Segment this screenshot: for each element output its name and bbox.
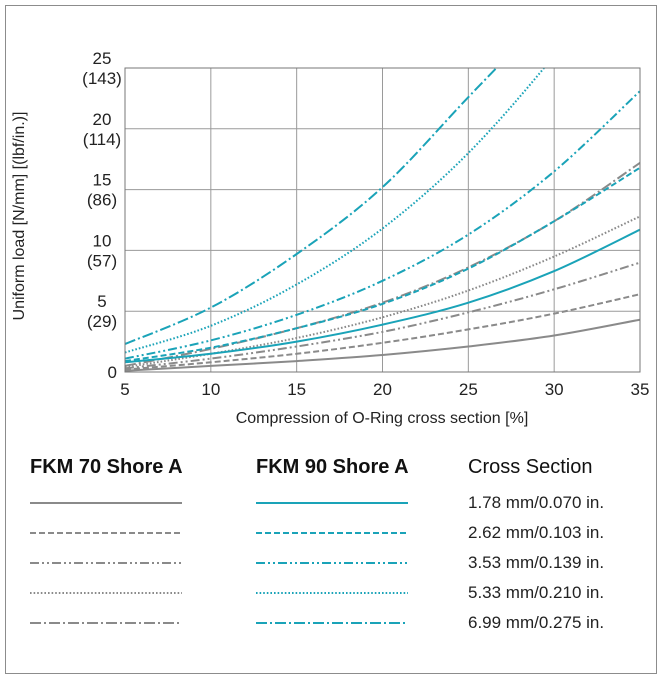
legend-section-label: 6.99 mm/0.275 in.	[468, 613, 605, 632]
legend-line-fkm90	[256, 502, 408, 504]
series-group	[125, 68, 640, 372]
legend-section-label: 3.53 mm/0.139 in.	[468, 553, 605, 572]
legend-section-label: 2.62 mm/0.103 in.	[468, 523, 605, 542]
y-tick-sublabel: (114)	[83, 130, 121, 149]
y-tick-label: 20	[93, 110, 112, 129]
series-line-5	[125, 228, 640, 364]
x-tick-labels: 5 10 15 20 25 30 35	[120, 380, 649, 399]
y-tick-sublabel: (143)	[82, 69, 122, 88]
legend-line-fkm70	[30, 592, 182, 594]
chart-plot: 05(29)10(57)15(86)20(114)25(143) 5 10 15 20…	[11, 49, 649, 427]
legend-row: 2.62 mm/0.103 in.	[30, 521, 650, 551]
x-tick-label: 5	[120, 380, 129, 399]
x-tick-label: 30	[545, 380, 564, 399]
y-tick-label: 25	[93, 49, 112, 68]
legend-line-fkm70	[30, 532, 182, 534]
legend-line-fkm70	[30, 622, 182, 624]
x-tick-label: 25	[459, 380, 478, 399]
legend-line-fkm70	[30, 562, 182, 564]
legend-line-fkm90	[256, 592, 408, 594]
legend-line-fkm90	[256, 562, 408, 564]
series-line-7	[125, 90, 640, 360]
x-tick-label: 35	[631, 380, 650, 399]
y-tick-label: 10	[93, 231, 112, 250]
legend-row: 6.99 mm/0.275 in.	[30, 611, 650, 641]
series-line-6	[125, 166, 640, 363]
legend-title-cross-section: Cross Section	[468, 456, 593, 478]
x-tick-label: 15	[287, 380, 306, 399]
y-tick-sublabel: (57)	[87, 251, 117, 270]
legend-line-fkm90	[256, 622, 408, 624]
series-line-2	[125, 261, 640, 370]
legend-title-fkm90: FKM 90 Shore A	[256, 456, 409, 478]
legend-line-fkm70	[30, 502, 182, 504]
y-tick-labels: 0 5(29) 10(57) 15(86) 20(114) 25(143)	[82, 49, 122, 382]
y-axis-label: Uniform load [N/mm] [(lbf/in.)]	[11, 112, 28, 321]
y-tick-sublabel: (86)	[87, 191, 117, 210]
legend-row: 5.33 mm/0.210 in.	[30, 581, 650, 611]
y-tick-label: 15	[93, 171, 112, 190]
x-tick-label: 10	[201, 380, 220, 399]
plot-border	[124, 67, 641, 373]
legend: FKM 70 Shore A FKM 90 Shore A Cross Sect…	[30, 455, 650, 655]
series-line-0	[125, 318, 640, 372]
y-tick-label: 0	[108, 363, 117, 382]
x-axis-label: Compression of O-Ring cross section [%]	[236, 410, 529, 427]
legend-title-fkm70: FKM 70 Shore A	[30, 456, 183, 478]
series-line-9	[125, 68, 498, 345]
y-tick-label: 5	[97, 292, 106, 311]
legend-row: 3.53 mm/0.139 in.	[30, 551, 650, 581]
legend-row: 1.78 mm/0.070 in.	[30, 491, 650, 521]
grid	[124, 67, 641, 373]
y-tick-sublabel: (29)	[87, 312, 117, 331]
legend-section-label: 1.78 mm/0.070 in.	[468, 493, 605, 512]
x-tick-label: 20	[373, 380, 392, 399]
legend-line-fkm90	[256, 532, 408, 534]
series-line-1	[125, 293, 640, 371]
legend-section-label: 5.33 mm/0.210 in.	[468, 583, 605, 602]
